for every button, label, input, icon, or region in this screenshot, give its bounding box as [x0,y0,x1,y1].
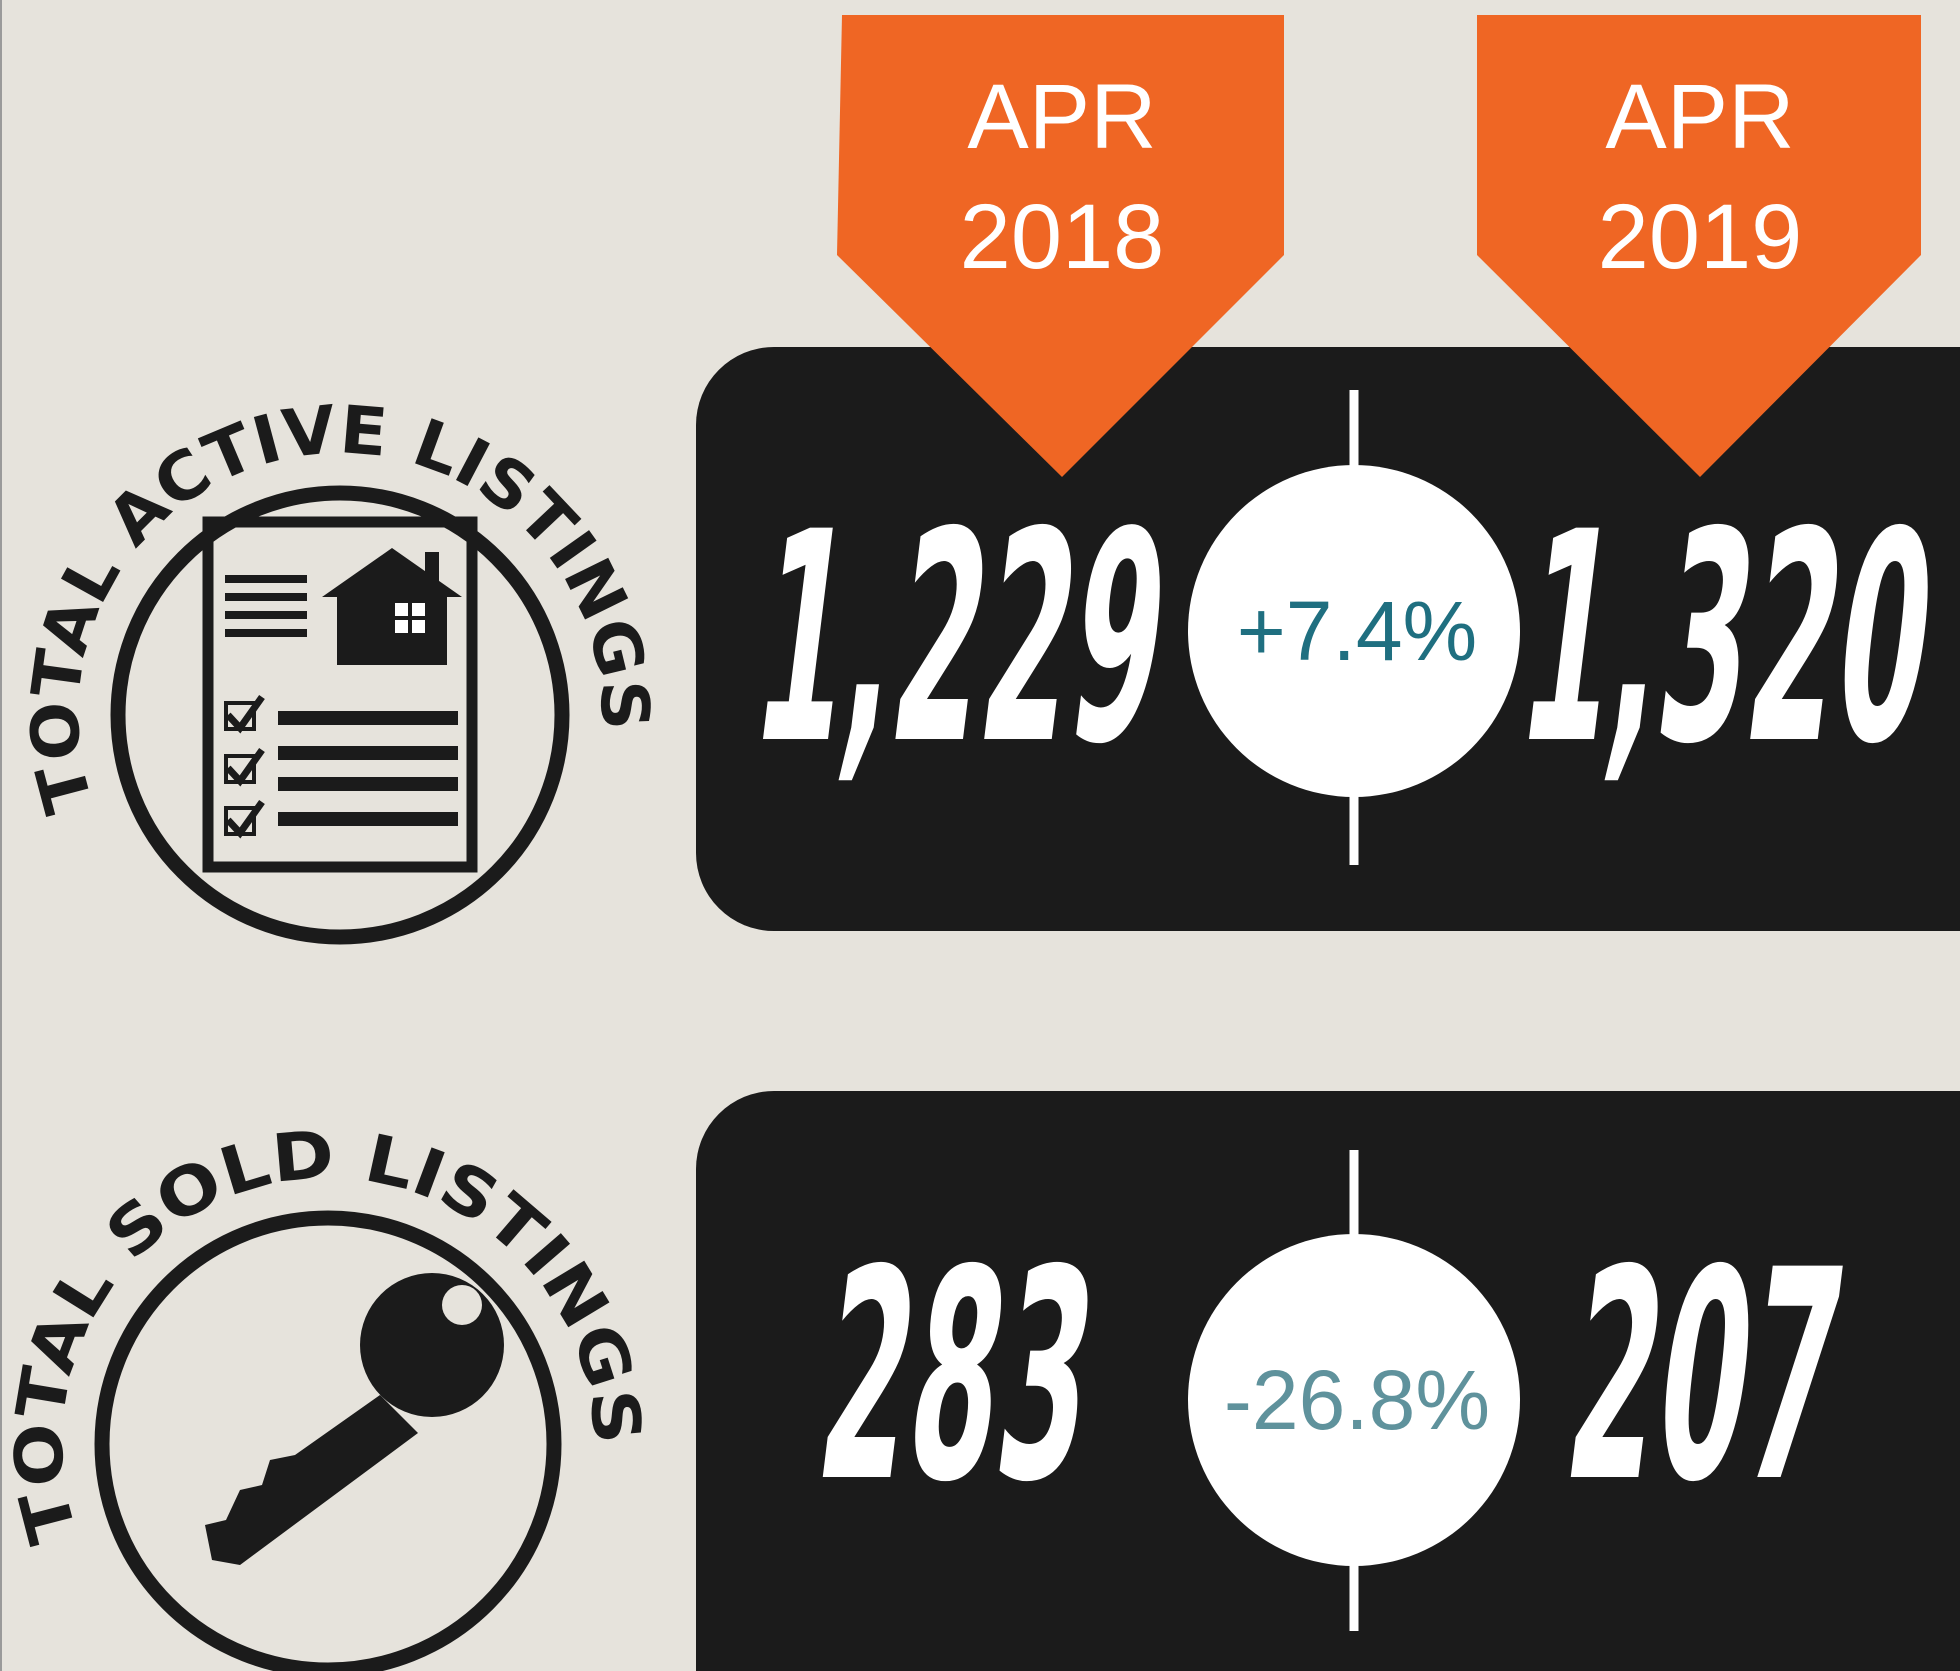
key-icon [205,1273,504,1565]
period-month: APR [1605,66,1794,168]
change-circle [1188,465,1520,797]
icon-ring [94,1210,562,1671]
period-tab [837,15,1284,477]
period-tab [1477,15,1921,477]
change-value: -26.8% [1224,1353,1490,1447]
value: 283 [804,1209,1112,1546]
period-month: APR [967,66,1156,168]
icon-ring [110,485,570,945]
period-year: 2019 [1598,186,1803,288]
period-year: 2018 [960,186,1165,288]
edge-line [0,0,2,1671]
value: 1,229 [740,471,1185,808]
value: 207 [1552,1209,1860,1546]
change-value: +7.4% [1237,584,1478,678]
change-circle [1188,1234,1520,1566]
value: 1,320 [1506,471,1951,808]
document-icon [202,516,478,873]
